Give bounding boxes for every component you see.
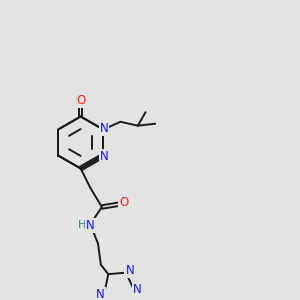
Text: N: N (100, 122, 109, 135)
Text: N: N (96, 288, 105, 300)
Text: H: H (77, 220, 86, 230)
Text: N: N (133, 283, 142, 296)
Text: N: N (100, 150, 109, 163)
Text: O: O (119, 196, 129, 209)
Text: N: N (86, 219, 95, 232)
Text: N: N (125, 264, 134, 277)
Text: O: O (76, 94, 85, 106)
